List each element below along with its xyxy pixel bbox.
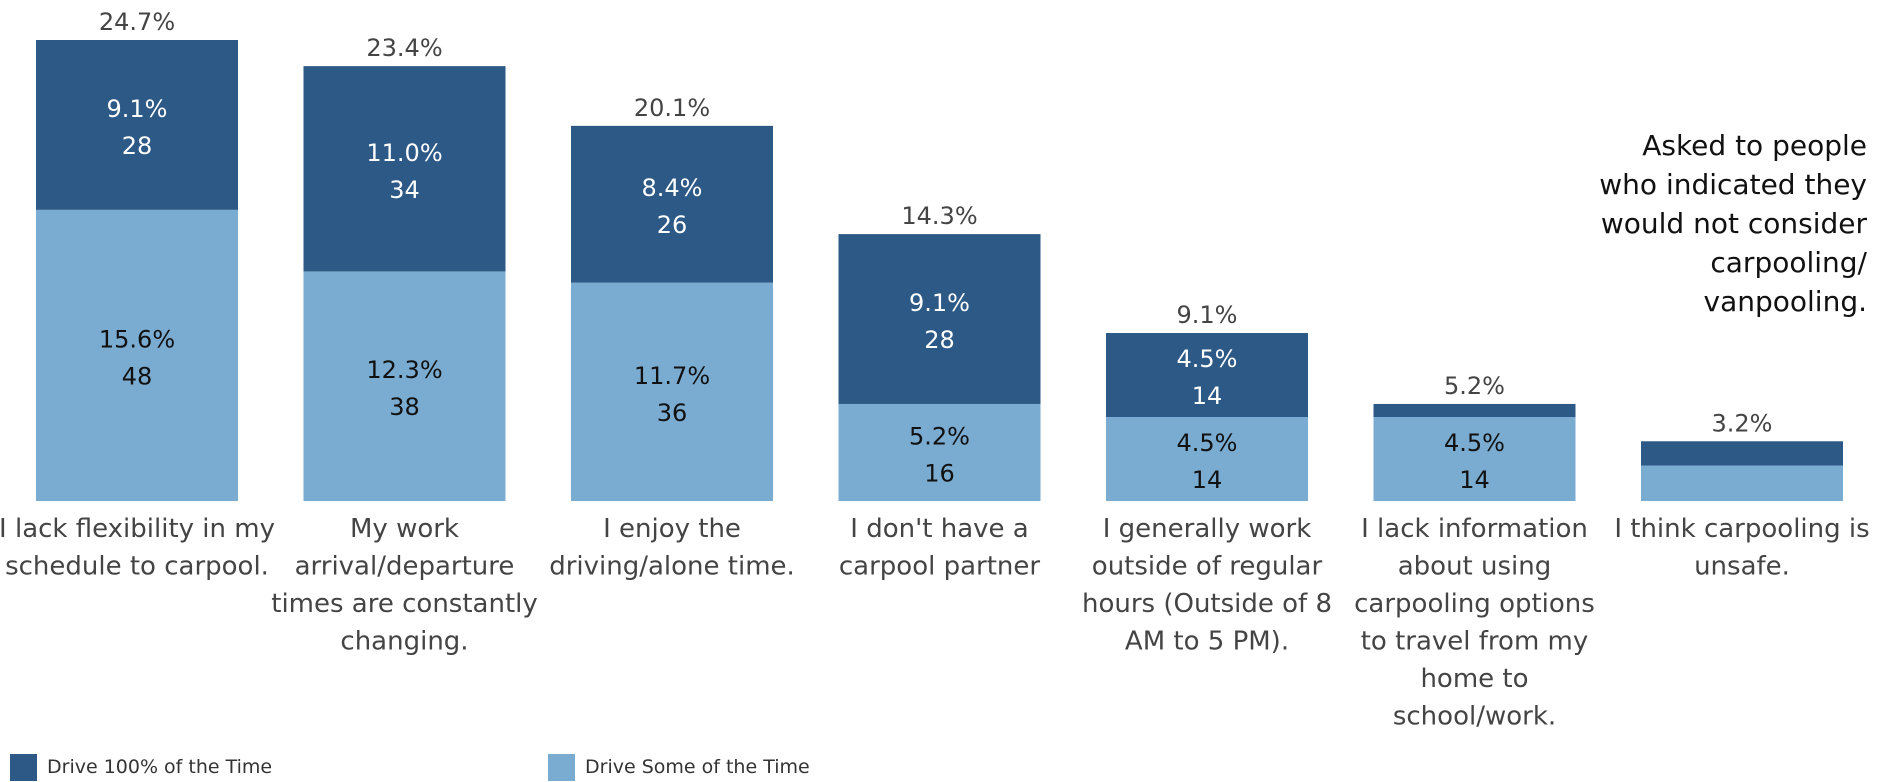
bar-segment-drive-100	[1641, 441, 1843, 466]
category-label: hours (Outside of 8	[1082, 589, 1332, 619]
data-label-count: 14	[1192, 466, 1223, 494]
category-label: home to	[1420, 664, 1528, 694]
category-label: I lack flexibility in my	[0, 514, 275, 544]
data-label-count: 34	[389, 176, 420, 204]
bar-segment-drive-some	[571, 282, 773, 501]
data-label-count: 28	[924, 326, 955, 354]
total-label: 20.1%	[634, 94, 710, 122]
data-label-count: 14	[1459, 466, 1490, 494]
data-label-percent: 4.5%	[1177, 429, 1238, 457]
bar-segment-drive-some	[1106, 417, 1308, 501]
data-label-count: 26	[657, 211, 688, 239]
data-label-percent: 15.6%	[99, 325, 175, 353]
category-label: to travel from my	[1361, 627, 1589, 657]
bar-segment-drive-100	[571, 125, 773, 283]
category-label: AM to 5 PM).	[1125, 627, 1289, 657]
data-label-percent: 4.5%	[1444, 429, 1505, 457]
category-label: carpool partner	[839, 552, 1041, 582]
data-label-percent: 11.7%	[634, 362, 710, 390]
note-line: carpooling/	[1710, 246, 1867, 279]
bar-segment-drive-100	[303, 66, 506, 272]
category-label: school/work.	[1393, 702, 1556, 732]
category-label: times are constantly	[271, 589, 538, 619]
legend-label: Drive 100% of the Time	[47, 756, 273, 778]
total-label: 9.1%	[1177, 301, 1238, 329]
category-label: driving/alone time.	[549, 552, 795, 582]
category-label: changing.	[340, 627, 468, 657]
category-label: arrival/departure	[295, 552, 515, 582]
data-label-percent: 5.2%	[909, 422, 970, 450]
data-label-percent: 8.4%	[642, 174, 703, 202]
category-label: unsafe.	[1694, 552, 1790, 582]
legend-swatch-drive-some	[548, 753, 575, 781]
bar-segment-drive-100	[838, 234, 1041, 404]
legend-swatch-drive-100	[10, 753, 37, 781]
data-label-percent: 4.5%	[1177, 345, 1238, 373]
data-label-count: 36	[657, 399, 688, 427]
data-label-count: 38	[389, 393, 420, 421]
total-label: 14.3%	[901, 202, 977, 230]
bar-segment-drive-some	[1641, 465, 1843, 501]
data-label-count: 14	[1192, 382, 1223, 410]
bar-segment-drive-100	[1373, 403, 1576, 418]
data-label-percent: 9.1%	[107, 95, 168, 123]
legend-label: Drive Some of the Time	[585, 756, 810, 778]
bar-segment-drive-some	[838, 403, 1041, 501]
note-line: would not consider	[1600, 207, 1867, 240]
legend-item-drive-some: Drive Some of the Time	[548, 753, 810, 781]
data-label-percent: 12.3%	[366, 356, 442, 384]
total-label: 3.2%	[1712, 409, 1773, 437]
note-line: Asked to people	[1642, 129, 1867, 162]
note-line: who indicated they	[1599, 168, 1867, 201]
total-label: 24.7%	[99, 8, 175, 36]
category-label: I enjoy the	[603, 514, 741, 544]
data-label-count: 48	[122, 362, 153, 390]
data-label-count: 28	[122, 132, 153, 160]
data-label-percent: 11.0%	[366, 139, 442, 167]
category-label: I lack information	[1361, 514, 1588, 544]
data-label-count: 16	[924, 459, 955, 487]
bar-segment-drive-100	[36, 40, 238, 210]
category-label: schedule to carpool.	[5, 552, 269, 582]
bar-segment-drive-some	[303, 271, 506, 501]
category-label: carpooling options	[1354, 589, 1595, 619]
category-label: I generally work	[1103, 514, 1312, 544]
total-label: 5.2%	[1444, 372, 1505, 400]
bar-segment-drive-some	[36, 209, 238, 501]
category-label: outside of regular	[1092, 552, 1323, 582]
total-label: 23.4%	[366, 34, 442, 62]
bar-segment-drive-some	[1373, 417, 1576, 501]
category-label: about using	[1398, 552, 1552, 582]
legend-item-drive-100: Drive 100% of the Time	[10, 753, 273, 781]
note-line: vanpooling.	[1703, 285, 1868, 318]
data-label-percent: 9.1%	[909, 289, 970, 317]
chart-note: Asked to people who indicated they would…	[1547, 126, 1867, 321]
category-label: I think carpooling is	[1614, 514, 1869, 544]
bar-segment-drive-100	[1106, 333, 1308, 418]
category-label: I don't have a	[850, 514, 1028, 544]
category-label: My work	[350, 514, 459, 544]
